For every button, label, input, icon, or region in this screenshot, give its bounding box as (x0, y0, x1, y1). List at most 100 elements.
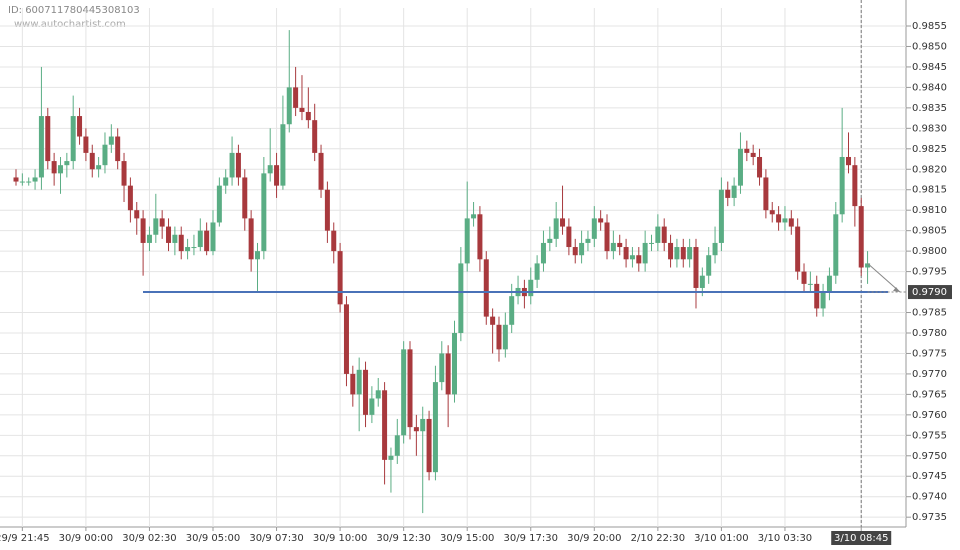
candle-body (858, 206, 864, 268)
y-tick-label: 0.9795 (912, 267, 947, 278)
candle-body (451, 332, 457, 395)
y-tick-label: 0.9850 (912, 41, 947, 52)
candle-body (795, 226, 801, 272)
candle-body (566, 226, 572, 248)
x-tick-label: 2/10 22:30 (631, 533, 685, 544)
candle-body (693, 247, 699, 288)
y-tick-label: 0.9820 (912, 164, 947, 175)
candle-body (471, 214, 477, 219)
y-tick-label: 0.9815 (912, 185, 947, 196)
candle-body (610, 242, 616, 252)
candle-body (324, 189, 330, 231)
candle-body (534, 263, 540, 280)
candle-body (420, 418, 426, 432)
x-tick-label: 30/9 07:30 (249, 533, 303, 544)
x-tick-label: 30/9 02:30 (122, 533, 176, 544)
candle-body (572, 247, 578, 256)
y-tick-label: 0.9735 (912, 512, 947, 523)
y-tick-label: 0.9770 (912, 369, 947, 380)
candle-body (146, 234, 152, 243)
candle-body (83, 136, 89, 153)
candle-body (509, 296, 515, 325)
watermark: www.autochartist.com (14, 19, 126, 30)
candle-body (394, 435, 400, 456)
y-tick-label: 0.9785 (912, 308, 947, 319)
y-tick-label: 0.9845 (912, 62, 947, 73)
candle-body (833, 214, 839, 276)
candle-body (464, 218, 470, 264)
candle-body (388, 455, 394, 460)
candle-body (604, 222, 610, 252)
candle-body (674, 247, 680, 260)
candle-body (382, 390, 388, 460)
candle-body (293, 87, 299, 108)
x-tick-label: 29/9 21:45 (0, 533, 50, 544)
candle-body (579, 242, 585, 256)
candle-body (356, 369, 362, 395)
candle-body (331, 230, 337, 252)
y-tick-label: 0.9745 (912, 471, 947, 482)
candle-body (369, 398, 375, 415)
x-tick-label: 30/9 05:00 (186, 533, 240, 544)
candle-body (413, 427, 419, 432)
candle-body (591, 218, 597, 239)
candle-body (801, 271, 807, 284)
candle-body (649, 242, 654, 244)
x-tick-label: 30/9 12:30 (376, 533, 430, 544)
candle-body (718, 189, 724, 243)
candle-body (788, 218, 794, 227)
candle-body (140, 218, 146, 243)
current-time-box (831, 531, 892, 545)
candle-body (242, 177, 248, 219)
candle-body (375, 390, 381, 399)
y-tick-label: 0.9740 (912, 492, 947, 503)
candle-body (725, 189, 731, 198)
candle-body (45, 116, 51, 162)
x-tick-label: 3/10 08:45 (834, 533, 888, 544)
candle-body (127, 185, 133, 211)
candle-body (528, 279, 534, 297)
candle-body (26, 181, 32, 183)
candle-body (846, 156, 852, 166)
candle-body (166, 226, 172, 243)
x-tick-label: 30/9 17:30 (504, 533, 558, 544)
candle-body (483, 259, 489, 317)
candle-body (134, 210, 140, 219)
candle-body (687, 247, 693, 260)
candle-body (159, 218, 165, 227)
y-tick-label: 0.9800 (912, 246, 947, 257)
candle-body (57, 165, 63, 174)
x-tick-label: 3/10 03:30 (758, 533, 812, 544)
y-tick-label: 0.9840 (912, 82, 947, 93)
level-label-box (908, 285, 952, 300)
candle-body (763, 177, 769, 211)
candle-body (115, 136, 121, 162)
candle-body (312, 120, 318, 153)
candle-body (737, 148, 743, 186)
candle-body (216, 185, 222, 223)
candle-body (706, 255, 712, 276)
x-tick-label: 30/9 00:00 (59, 533, 113, 544)
y-tick-label: 0.9810 (912, 205, 947, 216)
candle-body (477, 214, 483, 260)
candle-body (197, 230, 203, 248)
candle-body (661, 226, 667, 243)
candle-body (178, 234, 184, 252)
y-tick-label: 0.9765 (912, 389, 947, 400)
candle-body (108, 136, 114, 145)
candle-body (96, 165, 102, 170)
candle-body (89, 152, 95, 170)
y-tick-label: 0.9830 (912, 123, 947, 134)
y-tick-label: 0.9755 (912, 430, 947, 441)
candle-body (623, 247, 629, 260)
chart-id: ID: 600711780445308103 (8, 5, 140, 16)
arrow-head (893, 287, 900, 293)
candle-body (642, 242, 648, 264)
y-tick-label: 0.9835 (912, 103, 947, 114)
candle-body (305, 111, 311, 121)
x-tick-label: 30/9 20:00 (567, 533, 621, 544)
candle-body (585, 238, 591, 243)
candle-body (445, 353, 451, 395)
candle-body (731, 185, 737, 198)
